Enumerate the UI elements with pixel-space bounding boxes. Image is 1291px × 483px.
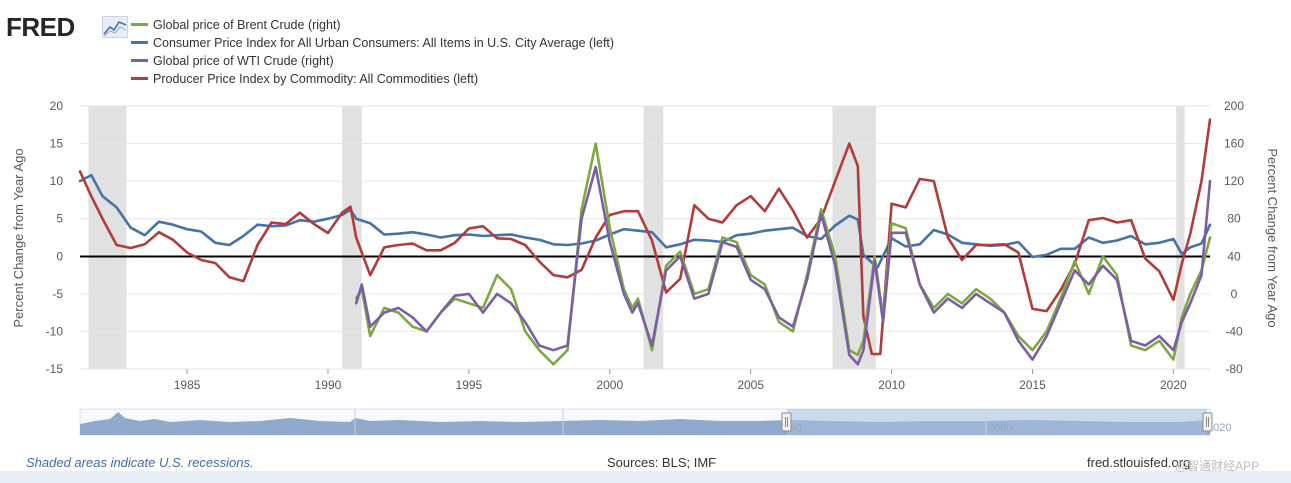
navigator-handle-right[interactable]: [1202, 412, 1213, 432]
x-tick-label: 2010: [878, 378, 905, 392]
right-tick-label: 0: [1231, 287, 1238, 301]
right-axis-label: Percent Change from Year Ago: [1265, 148, 1280, 327]
series-line[interactable]: [354, 142, 1212, 366]
series-line[interactable]: [78, 118, 1212, 356]
series-group: [78, 118, 1212, 366]
legend-label: Consumer Price Index for All Urban Consu…: [153, 36, 615, 50]
navigator-label-2020: 2020: [1207, 422, 1231, 434]
recession-band: [1176, 106, 1185, 369]
right-tick-label: -40: [1225, 324, 1243, 338]
navigator-label-1940: 1940: [357, 422, 381, 434]
fred-logo[interactable]: FRED: [6, 12, 128, 42]
navigator-selection[interactable]: [787, 409, 1207, 435]
legend-swatch: [131, 59, 148, 63]
navigator-label-2000: 2000: [988, 422, 1012, 434]
legend-item[interactable]: Producer Price Index by Commodity: All C…: [131, 70, 614, 88]
legend-label: Producer Price Index by Commodity: All C…: [153, 72, 479, 86]
series-line[interactable]: [78, 173, 1212, 269]
left-tick-label: 20: [50, 99, 64, 113]
right-tick-label: -80: [1225, 362, 1243, 376]
line-graph-icon: [102, 16, 128, 38]
series-line[interactable]: [354, 165, 1212, 366]
legend: Global price of Brent Crude (right) Consu…: [131, 16, 614, 88]
right-tick-label: 80: [1227, 212, 1241, 226]
x-tick-label: 1995: [456, 378, 483, 392]
x-tick-label: 2005: [737, 378, 764, 392]
left-tick-label: 0: [56, 249, 63, 263]
right-tick-label: 160: [1224, 137, 1244, 151]
left-tick-label: -5: [52, 287, 63, 301]
footer-bar: [0, 471, 1291, 483]
site-link[interactable]: fred.stlouisfed.org: [1087, 455, 1191, 470]
recession-band: [832, 106, 877, 369]
recession-band: [88, 106, 127, 369]
legend-item[interactable]: Consumer Price Index for All Urban Consu…: [131, 34, 614, 52]
left-axis-label: Percent Change from Year Ago: [11, 148, 26, 327]
watermark: @智通财经APP: [1175, 459, 1260, 473]
recession-band: [342, 106, 362, 369]
legend-swatch: [131, 41, 148, 45]
gridlines: [80, 105, 1210, 370]
navigator[interactable]: 1920 1940 1960 1980 2000 2020: [79, 408, 1231, 436]
right-tick-label: 200: [1224, 99, 1244, 113]
sources-text: Sources: BLS; IMF: [607, 455, 717, 470]
x-tick-label: 1985: [174, 378, 201, 392]
legend-label: Global price of WTI Crude (right): [153, 54, 334, 68]
recession-note: Shaded areas indicate U.S. recessions.: [26, 455, 254, 470]
logo-text: FRED: [6, 12, 75, 42]
legend-item[interactable]: Global price of Brent Crude (right): [131, 16, 614, 34]
left-tick-label: 5: [56, 212, 63, 226]
recession-band: [643, 106, 664, 369]
footer: Shaded areas indicate U.S. recessions. S…: [0, 451, 1291, 483]
navigator-label-1920: 1920: [148, 422, 172, 434]
right-axis-ticks: 200 160 120 80 40 0 -40 -80: [1224, 99, 1244, 376]
navigator-label-1960: 1960: [566, 422, 590, 434]
x-axis-ticks: 1985 1990 1995 2000 2005 2010 2015 2020: [174, 369, 1187, 392]
left-axis-ticks: 20 15 10 5 0 -5 -10 -15: [46, 99, 64, 376]
left-tick-label: 15: [50, 137, 64, 151]
legend-label: Global price of Brent Crude (right): [153, 18, 341, 32]
recession-shading-group: [88, 106, 1185, 369]
left-tick-label: -10: [46, 324, 64, 338]
legend-swatch: [131, 23, 148, 27]
legend-item[interactable]: Global price of WTI Crude (right): [131, 52, 614, 70]
left-tick-label: -15: [46, 362, 64, 376]
left-tick-label: 10: [50, 174, 64, 188]
x-tick-label: 1990: [315, 378, 342, 392]
right-tick-label: 120: [1224, 174, 1244, 188]
x-tick-label: 2000: [596, 378, 623, 392]
legend-swatch: [131, 77, 148, 81]
navigator-handle-left[interactable]: [781, 412, 792, 432]
right-tick-label: 40: [1227, 249, 1241, 263]
x-tick-label: 2015: [1019, 378, 1046, 392]
x-tick-label: 2020: [1160, 378, 1187, 392]
